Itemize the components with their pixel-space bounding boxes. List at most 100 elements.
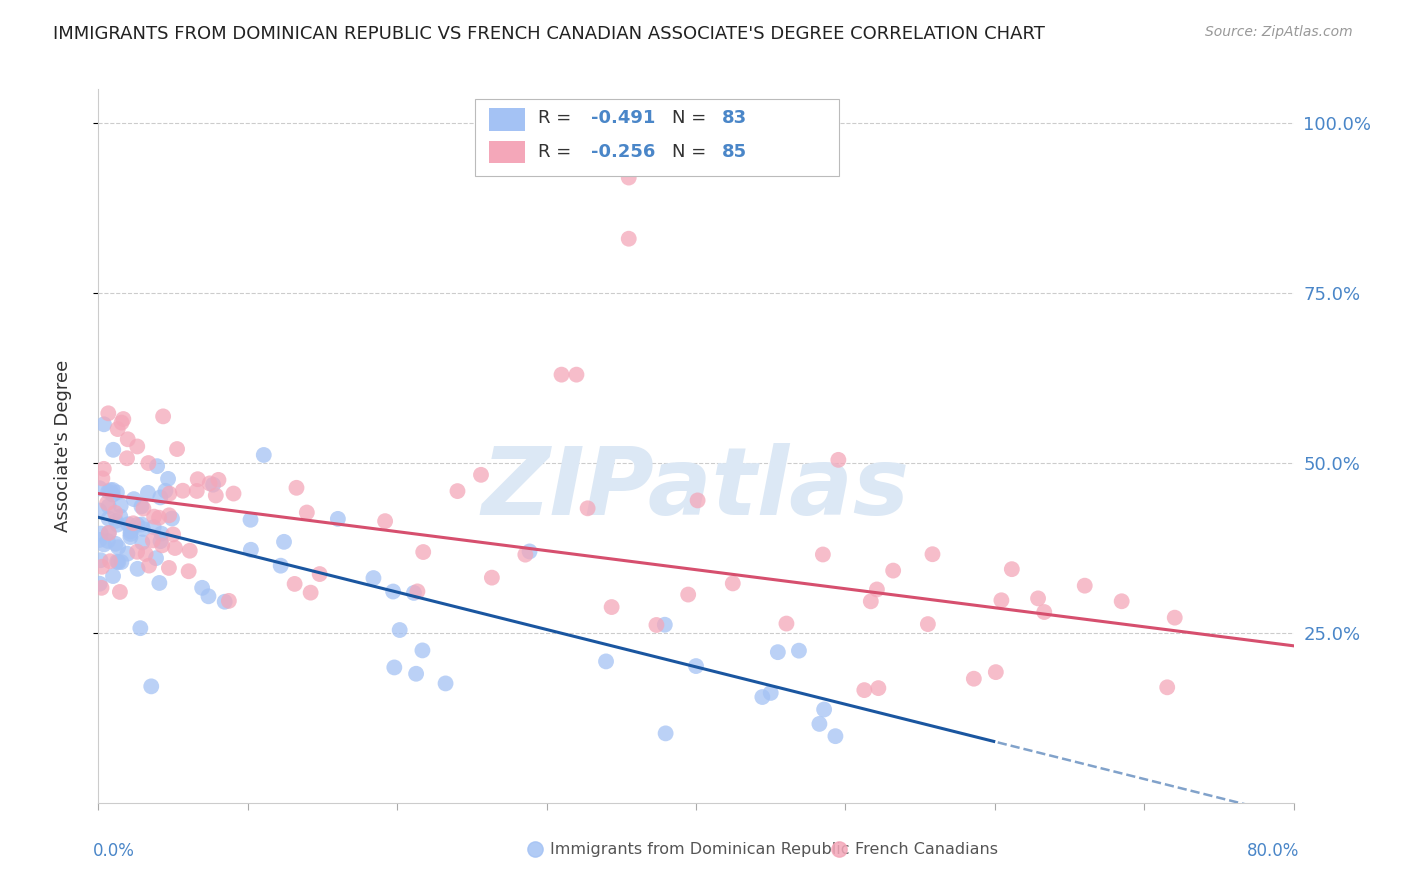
Point bbox=[89, 533, 111, 547]
Text: French Canadians: French Canadians bbox=[855, 842, 998, 856]
Point bbox=[827, 453, 849, 467]
Point bbox=[406, 584, 429, 599]
Point bbox=[152, 409, 174, 424]
Text: R =: R = bbox=[538, 143, 578, 161]
Point bbox=[565, 368, 588, 382]
Point bbox=[374, 514, 396, 528]
Point bbox=[120, 530, 142, 544]
Point bbox=[93, 417, 115, 432]
Point bbox=[1001, 562, 1024, 576]
Point bbox=[1026, 591, 1049, 606]
Point bbox=[204, 488, 226, 502]
Point bbox=[775, 616, 797, 631]
Point bbox=[127, 440, 149, 454]
Point bbox=[132, 501, 155, 516]
Point bbox=[131, 500, 153, 514]
Point bbox=[90, 526, 112, 541]
Point bbox=[214, 595, 236, 609]
Point bbox=[402, 586, 425, 600]
Point bbox=[112, 412, 135, 426]
Point bbox=[253, 448, 276, 462]
Point bbox=[110, 509, 132, 524]
Point bbox=[97, 406, 120, 420]
Point bbox=[550, 368, 572, 382]
Point bbox=[882, 564, 904, 578]
Point bbox=[163, 541, 186, 555]
Point bbox=[721, 576, 744, 591]
Point bbox=[129, 621, 152, 635]
Point bbox=[105, 555, 128, 569]
Point bbox=[117, 432, 139, 446]
Point bbox=[963, 672, 986, 686]
Point bbox=[143, 509, 166, 524]
Point bbox=[853, 683, 876, 698]
Point bbox=[285, 481, 308, 495]
Point bbox=[110, 499, 132, 513]
Point bbox=[132, 522, 155, 536]
Point bbox=[107, 555, 129, 569]
Point bbox=[326, 512, 349, 526]
Y-axis label: Associate's Degree: Associate's Degree bbox=[53, 359, 72, 533]
Point bbox=[148, 510, 170, 524]
Point bbox=[1074, 579, 1097, 593]
Point bbox=[110, 416, 132, 430]
Point bbox=[191, 581, 214, 595]
Point bbox=[90, 553, 112, 567]
Point bbox=[101, 569, 124, 583]
Point bbox=[89, 576, 111, 591]
Point bbox=[595, 654, 617, 668]
Point bbox=[148, 576, 170, 591]
Point bbox=[166, 442, 188, 456]
Point bbox=[412, 545, 434, 559]
Point bbox=[299, 585, 322, 599]
Point bbox=[162, 527, 184, 541]
Point bbox=[239, 542, 262, 557]
Point bbox=[97, 500, 120, 514]
Point bbox=[150, 526, 173, 541]
Point bbox=[411, 643, 433, 657]
Point bbox=[990, 593, 1012, 607]
Point bbox=[142, 520, 165, 534]
Text: Source: ZipAtlas.com: Source: ZipAtlas.com bbox=[1205, 25, 1353, 39]
Point bbox=[1033, 605, 1056, 619]
Point bbox=[157, 508, 180, 523]
Point bbox=[1164, 610, 1187, 624]
Point bbox=[434, 676, 457, 690]
Point bbox=[110, 555, 132, 569]
Point bbox=[1156, 681, 1178, 695]
Point bbox=[149, 491, 172, 505]
Point bbox=[96, 496, 118, 510]
Point bbox=[93, 537, 115, 551]
Text: -0.491: -0.491 bbox=[591, 109, 655, 127]
Point bbox=[172, 483, 194, 498]
Text: R =: R = bbox=[538, 109, 578, 127]
Point bbox=[751, 690, 773, 704]
Point bbox=[921, 547, 943, 561]
Point bbox=[868, 681, 890, 695]
Point bbox=[97, 526, 120, 541]
Point bbox=[177, 564, 200, 578]
Point bbox=[107, 540, 129, 554]
Text: N =: N = bbox=[672, 109, 711, 127]
Point bbox=[654, 726, 676, 740]
Point bbox=[766, 645, 789, 659]
Point bbox=[222, 486, 245, 500]
Point bbox=[470, 467, 492, 482]
Text: 83: 83 bbox=[723, 109, 748, 127]
Point bbox=[186, 483, 208, 498]
Point bbox=[759, 686, 782, 700]
Point bbox=[150, 538, 173, 552]
Point bbox=[576, 501, 599, 516]
Point bbox=[101, 483, 124, 497]
Text: 0.0%: 0.0% bbox=[93, 842, 135, 860]
Point bbox=[363, 571, 385, 585]
Point bbox=[811, 548, 834, 562]
Point bbox=[187, 472, 209, 486]
Point bbox=[157, 472, 180, 486]
Point bbox=[617, 170, 640, 185]
Point bbox=[270, 558, 292, 573]
Point bbox=[104, 506, 127, 520]
FancyBboxPatch shape bbox=[475, 99, 839, 177]
Text: -0.256: -0.256 bbox=[591, 143, 655, 161]
Bar bbox=[489, 141, 524, 163]
